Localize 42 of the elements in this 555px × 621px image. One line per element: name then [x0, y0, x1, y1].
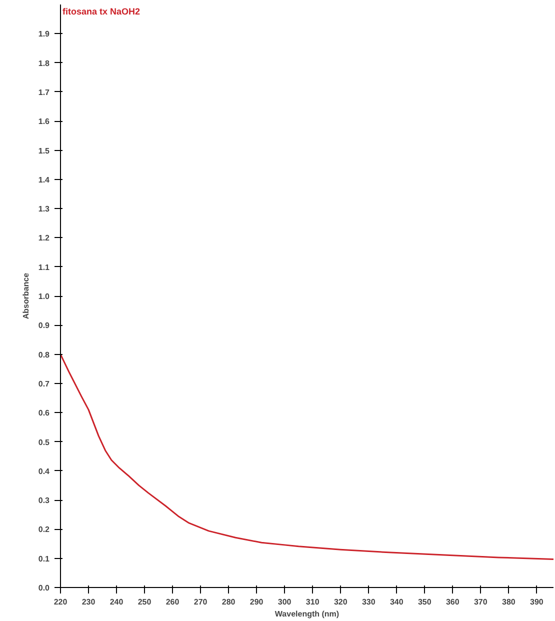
y-tick-label: 0.5 [38, 438, 50, 447]
y-tick-label: 0.4 [38, 466, 50, 476]
y-tick-label: 0.2 [38, 525, 50, 534]
x-tick-label: 240 [110, 598, 124, 606]
y-tick-label: 0.9 [38, 321, 50, 330]
y-tick-label: 1.9 [38, 30, 50, 39]
y-tick-label: 0.1 [38, 554, 50, 564]
x-tick-label: 260 [166, 598, 180, 606]
x-tick-label: 330 [362, 598, 376, 606]
x-tick-label: 230 [82, 598, 96, 606]
y-tick-label: 1.1 [38, 262, 50, 272]
y-tick-label: 1.6 [38, 117, 50, 126]
x-tick-label: 270 [194, 598, 208, 606]
y-tick-label: 0.8 [38, 350, 50, 360]
y-tick-label: 0.0 [38, 584, 50, 592]
x-tick-label: 220 [54, 598, 68, 606]
x-tick-label: 370 [474, 598, 488, 606]
x-tick-label: 300 [278, 598, 292, 606]
y-tick-label: 1.7 [38, 88, 50, 97]
y-tick-label: 1.0 [38, 292, 50, 301]
x-tick-label: 250 [138, 598, 152, 606]
x-tick-label: 310 [306, 598, 320, 606]
x-tick-label: 280 [222, 598, 236, 606]
x-tick-label: 350 [418, 598, 432, 606]
line-series [60, 354, 554, 560]
y-tick-label: 1.5 [38, 146, 50, 156]
x-tick-label: 340 [390, 598, 404, 606]
y-tick-label: 0.7 [38, 379, 50, 388]
x-tick-label: 320 [334, 598, 348, 606]
x-tick-label: 390 [530, 598, 544, 606]
y-tick-label: 1.2 [38, 234, 50, 243]
x-tick-label: 360 [446, 598, 460, 606]
y-tick-label: 1.4 [38, 175, 50, 184]
x-tick-label: 380 [502, 598, 516, 606]
y-axis-title: Absorbance [21, 272, 30, 320]
y-tick-label: 0.3 [38, 496, 50, 506]
x-axis-title: Wavelength (nm) [274, 610, 340, 618]
y-tick-label: 1.8 [38, 58, 50, 68]
y-tick-label: 0.6 [38, 408, 50, 418]
y-tick-label: 1.3 [38, 204, 50, 214]
chart-title: fitosana tx NaOH2 [62, 6, 140, 16]
x-tick-label: 290 [250, 598, 264, 606]
